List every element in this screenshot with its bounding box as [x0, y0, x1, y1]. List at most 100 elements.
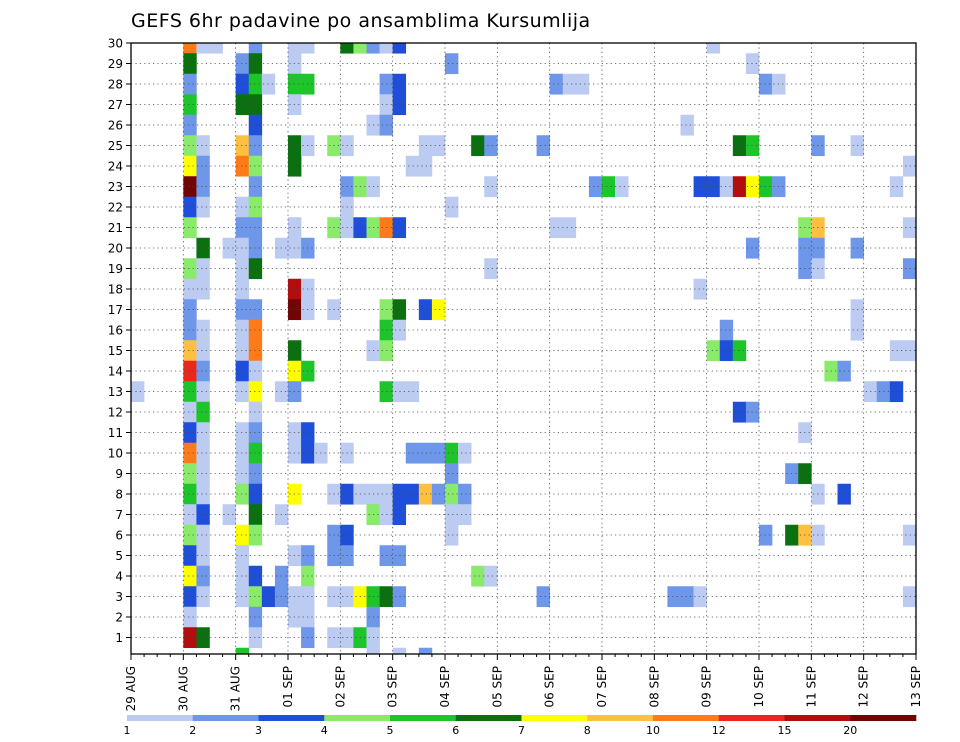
- precip-cell: [248, 319, 263, 341]
- precip-cell: [392, 217, 407, 239]
- precip-cell: [235, 442, 250, 464]
- precip-cell: [183, 299, 197, 321]
- precip-cell: [248, 114, 263, 136]
- y-tick-label: 19: [108, 262, 123, 276]
- legend-swatch: [258, 715, 325, 721]
- x-tick-label: 08 SEP: [647, 666, 661, 708]
- x-tick-label: 05 SEP: [490, 666, 504, 708]
- precip-cell: [183, 401, 197, 423]
- precip-cell: [392, 73, 407, 95]
- precip-cell: [248, 73, 263, 95]
- y-tick-label: 4: [115, 570, 123, 584]
- precip-cell: [471, 135, 485, 157]
- precip-cell: [183, 463, 197, 485]
- precip-cell: [706, 43, 721, 54]
- precip-cell: [248, 504, 263, 526]
- precip-cell: [484, 135, 498, 157]
- precip-cell: [445, 483, 459, 505]
- precip-cell: [902, 524, 917, 546]
- precip-cell: [889, 176, 904, 198]
- precip-cell: [196, 196, 210, 218]
- precip-cell: [392, 299, 407, 321]
- precip-cell: [235, 524, 250, 546]
- precip-cell: [392, 545, 407, 567]
- precip-cell: [392, 483, 407, 505]
- precip-cell: [248, 53, 263, 75]
- legend-swatch: [324, 715, 391, 721]
- precip-cell: [732, 176, 747, 198]
- precip-cell: [379, 43, 393, 54]
- legend-swatch: [784, 715, 851, 721]
- precip-cell: [183, 319, 197, 341]
- precip-cell: [196, 401, 210, 423]
- precip-cell: [693, 586, 707, 608]
- y-tick-label: 22: [108, 201, 123, 215]
- precip-cell: [445, 524, 459, 546]
- y-tick-label: 29: [108, 57, 123, 71]
- x-tick-label: 31 AUG: [229, 666, 243, 711]
- precip-cell: [196, 43, 210, 54]
- precip-cell: [248, 258, 263, 280]
- precip-cell: [431, 483, 446, 505]
- x-tick-label: 06 SEP: [543, 666, 557, 708]
- precip-cell: [392, 43, 407, 54]
- precip-cell: [196, 586, 210, 608]
- precip-cell: [248, 627, 263, 649]
- y-tick-label: 28: [108, 78, 123, 92]
- color-legend: 1 2 3 4 5 6 7 8 10 12 15 20: [124, 715, 917, 737]
- precip-cell: [445, 196, 459, 218]
- precip-cell: [745, 135, 760, 157]
- legend-label: 4: [321, 724, 328, 737]
- precip-cell: [366, 647, 380, 655]
- precip-cell: [183, 360, 197, 382]
- y-tick-label: 9: [115, 467, 123, 481]
- x-tick-label: 13 SEP: [909, 666, 923, 708]
- precip-cell: [248, 422, 263, 444]
- x-tick-label: 04 SEP: [438, 666, 452, 708]
- precip-cell: [235, 483, 250, 505]
- precip-cell: [562, 217, 577, 239]
- precip-cell: [183, 340, 197, 362]
- precip-cell: [183, 73, 197, 95]
- chart-title: GEFS 6hr padavine po ansamblima Kursumli…: [131, 10, 591, 32]
- precip-cell: [183, 483, 197, 505]
- legend-label: 10: [646, 724, 660, 737]
- precip-cell: [183, 524, 197, 546]
- precip-cell: [732, 401, 747, 423]
- precip-cell: [248, 401, 263, 423]
- legend-swatch: [718, 715, 785, 721]
- precip-cell: [248, 442, 263, 464]
- precip-cell: [889, 340, 904, 362]
- precip-cell: [196, 442, 210, 464]
- precip-cell: [902, 258, 917, 280]
- legend-swatch: [653, 715, 720, 721]
- precip-cell: [196, 524, 210, 546]
- x-tick-label: 10 SEP: [752, 666, 766, 708]
- precip-cell: [484, 176, 498, 198]
- precip-cell: [235, 94, 250, 116]
- precip-cell: [301, 43, 315, 54]
- legend-label: 15: [778, 724, 792, 737]
- precip-cell: [248, 565, 263, 587]
- precip-cell: [196, 545, 210, 567]
- precip-cell: [235, 135, 250, 157]
- legend-label: 2: [189, 724, 196, 737]
- precip-cell: [902, 155, 917, 177]
- y-axis: 1234567891011121314151617181920212223242…: [108, 37, 131, 645]
- x-tick-label: 12 SEP: [857, 666, 871, 708]
- precip-cell: [458, 442, 472, 464]
- precip-cell: [418, 155, 433, 177]
- precip-cell: [196, 135, 210, 157]
- precip-cell: [235, 586, 250, 608]
- precip-cell: [484, 565, 498, 587]
- precip-cell: [392, 586, 407, 608]
- precip-cell: [902, 217, 917, 239]
- precip-cell: [131, 381, 145, 403]
- y-tick-label: 27: [108, 98, 123, 112]
- precip-cell: [575, 73, 590, 95]
- precip-cell: [392, 381, 407, 403]
- plot-frame: [130, 42, 917, 655]
- precip-cell: [889, 381, 904, 403]
- precip-cell: [196, 627, 210, 649]
